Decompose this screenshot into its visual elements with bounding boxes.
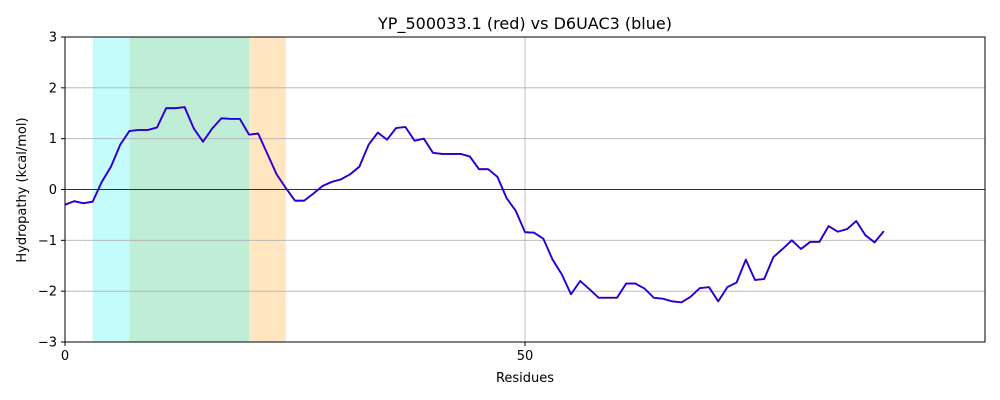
y-tick-label: −3 bbox=[38, 336, 57, 351]
y-axis-label: Hydropathy (kcal/mol) bbox=[15, 117, 30, 262]
y-tick-label: 3 bbox=[49, 31, 57, 46]
y-tick-label: 1 bbox=[49, 132, 57, 147]
x-tick-label: 0 bbox=[61, 349, 69, 364]
series-line-1 bbox=[64, 106, 885, 304]
y-tick-label: −1 bbox=[38, 234, 57, 249]
series-lines bbox=[64, 106, 885, 304]
x-tick-label: 50 bbox=[517, 349, 534, 364]
y-tick-label: 0 bbox=[49, 183, 57, 198]
y-tick-label: 2 bbox=[49, 81, 57, 96]
x-axis-label: Residues bbox=[496, 371, 554, 386]
axis-ticks: −3 −2 −1 0 1 2 3 0 50 bbox=[38, 31, 533, 365]
y-tick-label: −2 bbox=[38, 285, 57, 300]
chart-title: YP_500033.1 (red) vs D6UAC3 (blue) bbox=[377, 14, 672, 34]
